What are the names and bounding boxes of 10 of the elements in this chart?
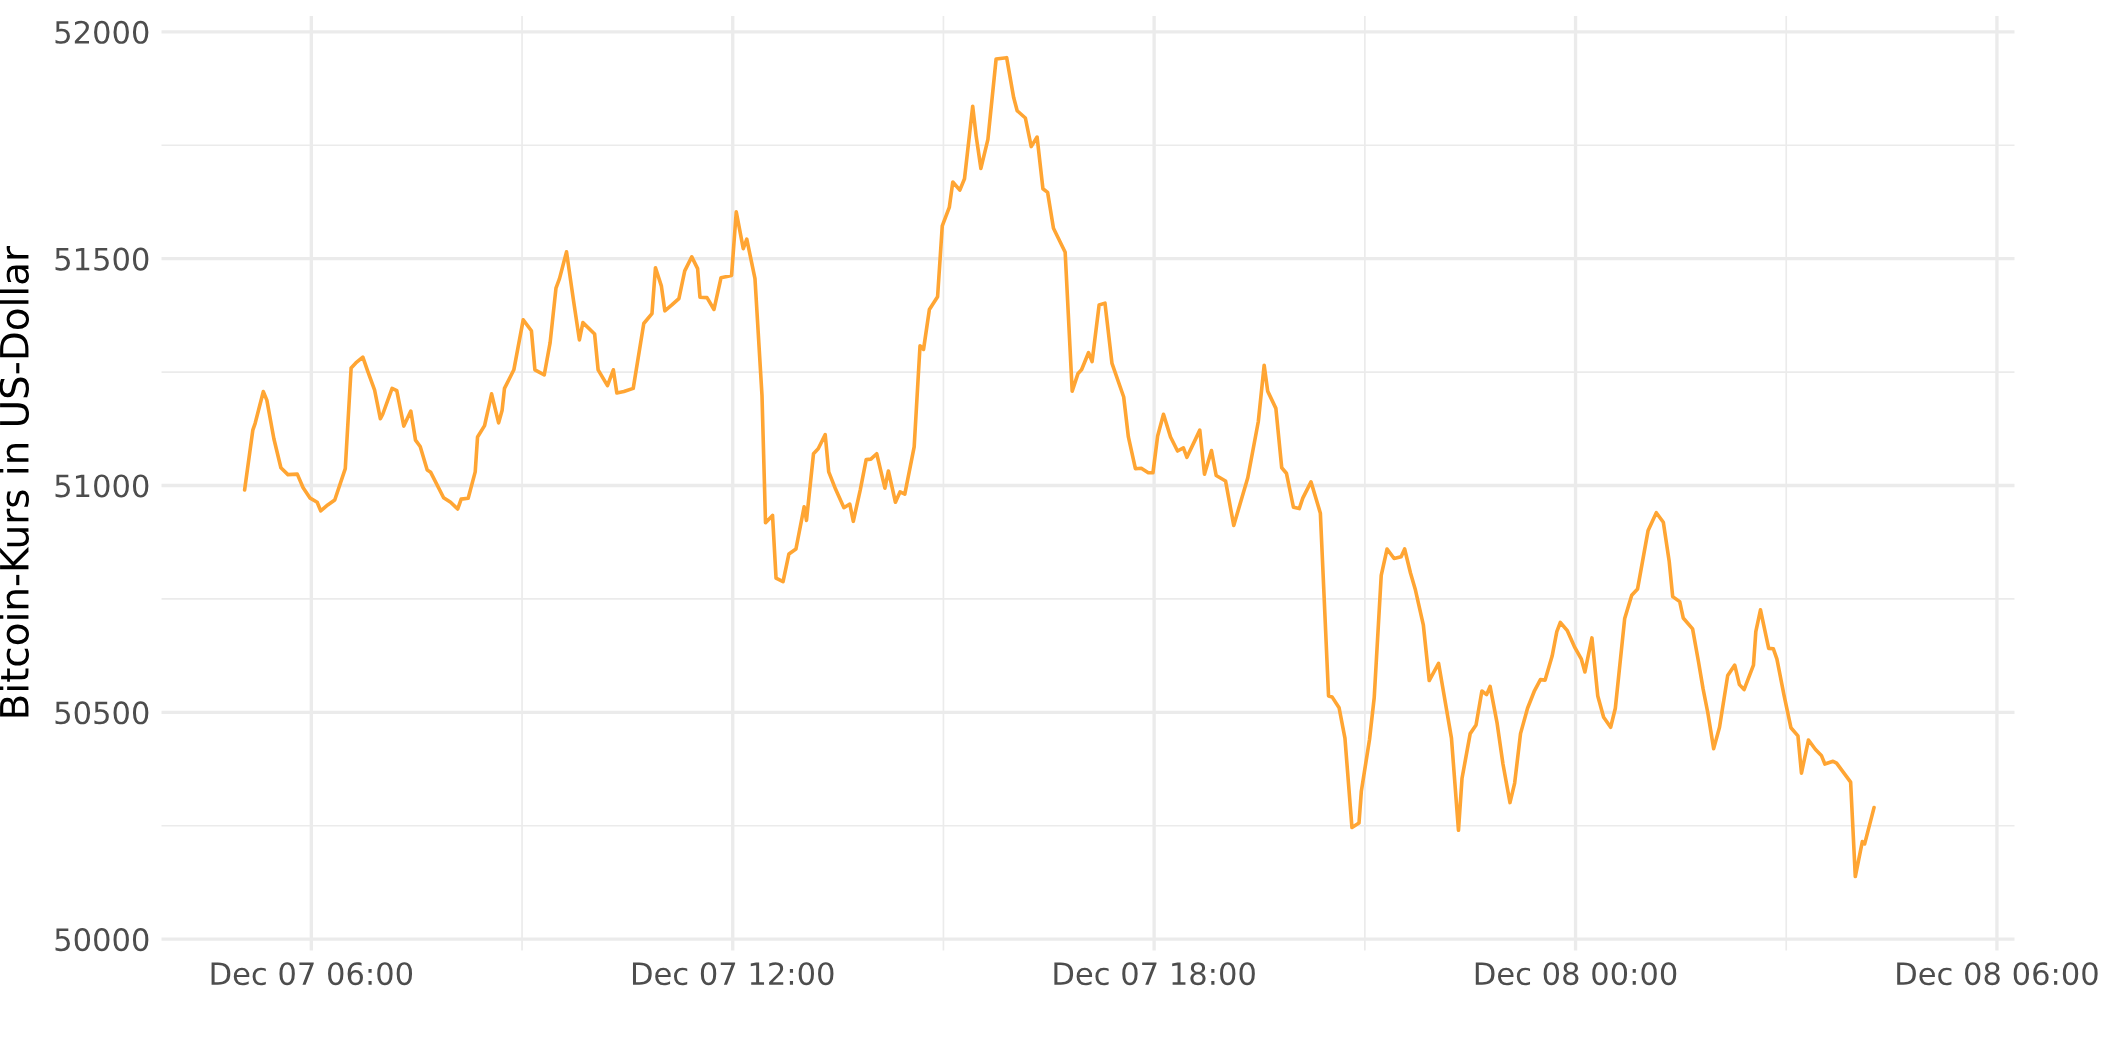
y-tick-label: 50500 [55,701,149,725]
y-tick-label: 52000 [55,20,149,44]
y-tick-label: 51000 [55,474,149,498]
y-tick-label: 50000 [55,928,149,952]
x-tick-label: Dec 07 18:00 [1054,962,1255,986]
x-tick-label: Dec 07 06:00 [211,962,413,986]
x-tick-label: Dec 07 12:00 [632,962,834,986]
x-tick-label: Dec 08 06:00 [1897,962,2098,986]
x-tick-label: Dec 08 00:00 [1475,962,1677,986]
y-tick-label: 51500 [55,247,149,271]
